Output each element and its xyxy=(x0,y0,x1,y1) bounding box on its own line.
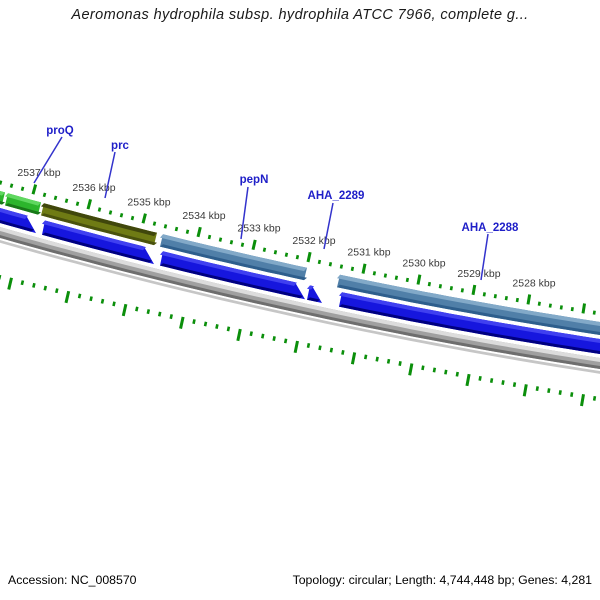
gene-feature-cds-d[interactable] xyxy=(339,292,600,355)
gene-label-AHA_2288[interactable]: AHA_2288 xyxy=(462,222,519,234)
ring-features-outer xyxy=(0,189,600,336)
gene-feature-pepN[interactable] xyxy=(160,234,307,281)
ruler-label: 2530 kbp xyxy=(402,258,445,270)
gene-callout-line-proQ xyxy=(33,136,63,184)
gene-callout-line-prc xyxy=(104,151,116,199)
gene-label-proQ[interactable]: proQ xyxy=(46,125,74,137)
gene-label-prc[interactable]: prc xyxy=(111,140,130,152)
backbone xyxy=(0,227,600,370)
inner-ruler-minor-ticks xyxy=(0,274,597,401)
gene-label-AHA_2289[interactable]: AHA_2289 xyxy=(308,190,365,202)
ruler-label: 2536 kbp xyxy=(72,182,115,194)
ruler-label: 2533 kbp xyxy=(237,223,280,235)
gene-feature-gene-left-edge[interactable] xyxy=(0,189,5,205)
gene-feature-cds-c[interactable] xyxy=(160,251,305,300)
ruler-label: 2529 kbp xyxy=(457,268,500,280)
accession-text: Accession: NC_008570 xyxy=(8,573,137,587)
outer-ruler-minor-ticks xyxy=(0,180,596,315)
gene-callout-line-AHA_2289 xyxy=(323,202,334,250)
map-title: Aeromonas hydrophila subsp. hydrophila A… xyxy=(71,7,529,23)
gene-feature-cds-a[interactable] xyxy=(0,206,36,234)
ruler-label: 2528 kbp xyxy=(512,277,555,289)
gene-label-pepN[interactable]: pepN xyxy=(240,174,269,186)
ruler-label: 2534 kbp xyxy=(182,210,225,222)
gene-callout-line-pepN xyxy=(240,186,249,240)
status-bar: Accession: NC_008570 Topology: circular;… xyxy=(8,573,592,587)
gene-feature-AHA_2289[interactable] xyxy=(307,285,322,303)
ruler-label: 2535 kbp xyxy=(127,196,170,208)
ruler-label: 2531 kbp xyxy=(347,247,390,259)
gene-feature-prc[interactable] xyxy=(41,203,157,246)
gene-feature-AHA_2288[interactable] xyxy=(337,274,600,336)
topology-text: Topology: circular; Length: 4,744,448 bp… xyxy=(292,573,592,587)
inner-ruler-major-ticks xyxy=(7,277,585,407)
ruler-label: 2532 kbp xyxy=(292,235,335,247)
ring-cds-blue xyxy=(0,206,600,355)
gene-callout-line-AHA_2288 xyxy=(480,233,489,281)
outer-ruler-major-ticks xyxy=(31,184,587,314)
gene-feature-cds-b[interactable] xyxy=(42,220,154,265)
gene-feature-proQ[interactable] xyxy=(5,193,41,215)
